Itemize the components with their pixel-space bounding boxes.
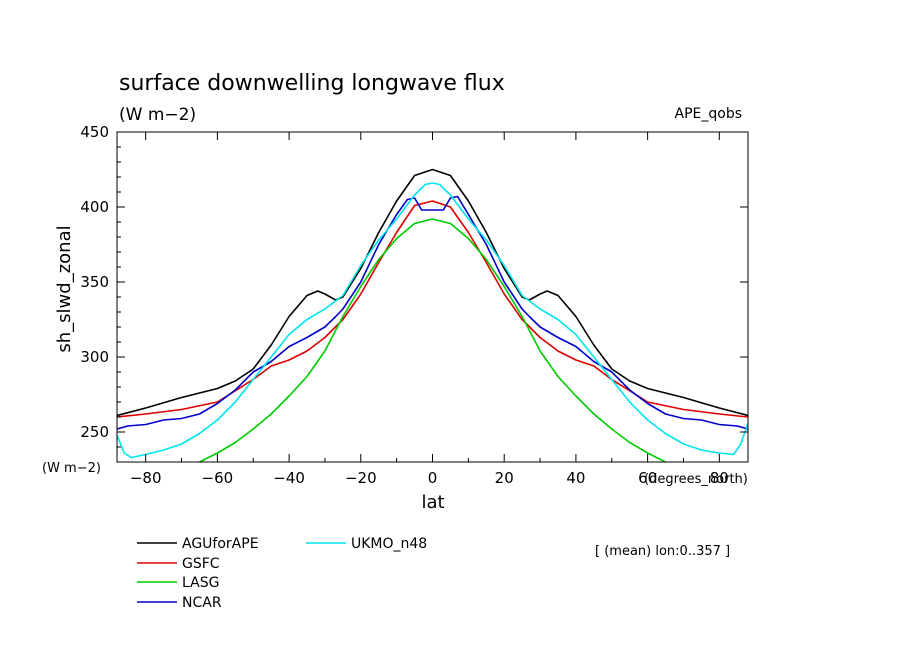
x-tick-label: −20 [345,469,377,487]
y-tick-label: 250 [80,423,109,441]
x-units-label: (degrees_north) [644,472,748,487]
y-tick-label: 400 [80,198,109,216]
y-axis-ticks: 250 300 350 400 450 [80,123,748,448]
y-units-label: (W m−2) [42,461,101,476]
series-line-aguforape [117,168,748,417]
legend-label: LASG [182,575,219,591]
mean-note: [ (mean) lon:0..357 ] [595,544,730,559]
y-tick-label: 300 [80,348,109,366]
y-tick-label: 350 [80,273,109,291]
x-tick-label: 40 [566,469,585,487]
series-line-ukmo-n48 [117,182,748,459]
x-tick-label: 20 [495,469,514,487]
legend: AGUforAPE GSFC LASG NCAR UKMO_n48 [137,536,427,611]
legend-label: GSFC [182,556,220,572]
x-tick-label: −80 [130,469,162,487]
series-layer [117,168,748,462]
x-tick-label: 60 [638,469,657,487]
series-line-lasg [196,218,669,462]
dataset-label: APE_qobs [675,106,743,122]
x-tick-label: 80 [710,469,729,487]
legend-label: NCAR [182,595,222,611]
x-tick-label: 0 [428,469,438,487]
x-tick-label: −60 [202,469,234,487]
x-axis-label: lat [421,492,444,513]
chart-subtitle: (W m−2) [119,105,196,125]
y-tick-label: 450 [80,123,109,141]
series-line-ncar [117,195,748,430]
legend-label: AGUforAPE [182,536,259,552]
y-axis-label: sh_slwd_zonal [54,225,75,352]
x-tick-label: −40 [273,469,305,487]
legend-label: UKMO_n48 [351,536,427,552]
x-axis-ticks: −80 −60 −40 −20 0 20 40 60 80 [130,132,729,487]
plot-frame [116,131,749,463]
series-line-gsfc [117,200,748,418]
chart-title: surface downwelling longwave flux [119,71,505,96]
